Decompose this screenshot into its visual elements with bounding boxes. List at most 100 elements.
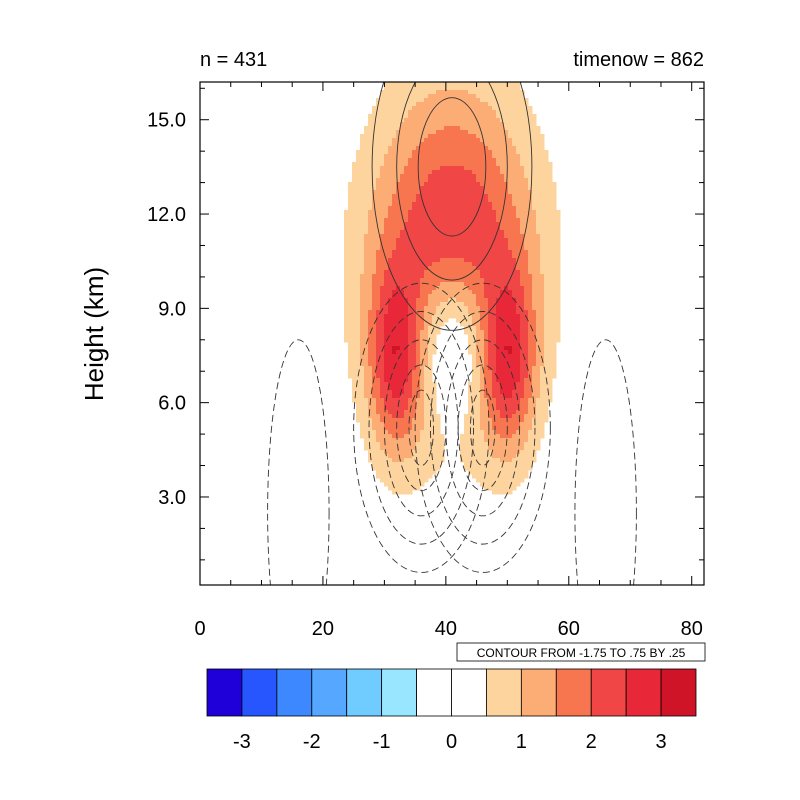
- field-cell: [424, 298, 429, 303]
- field-cell: [420, 282, 425, 287]
- field-cell: [380, 222, 385, 227]
- field-cell: [356, 294, 361, 299]
- field-cell: [388, 450, 393, 455]
- field-cell: [408, 426, 413, 431]
- field-cell: [380, 182, 385, 187]
- field-cell: [524, 138, 529, 143]
- field-cell: [428, 166, 433, 171]
- field-cell: [516, 338, 521, 343]
- field-cell: [460, 150, 465, 155]
- field-cell: [536, 354, 541, 359]
- field-cell: [412, 450, 417, 455]
- field-cell: [424, 366, 429, 371]
- field-cell: [392, 238, 397, 243]
- field-cell: [344, 234, 349, 239]
- field-cell: [372, 266, 377, 271]
- field-cell: [508, 198, 513, 203]
- field-cell: [384, 322, 389, 327]
- field-cell: [496, 466, 501, 471]
- field-cell: [460, 458, 465, 463]
- field-cell: [404, 190, 409, 195]
- field-cell: [388, 294, 393, 299]
- field-cell: [420, 310, 425, 315]
- field-cell: [408, 478, 413, 483]
- field-cell: [448, 290, 453, 295]
- field-cell: [524, 474, 529, 479]
- colorbar-swatch: [625, 668, 662, 717]
- field-cell: [412, 142, 417, 147]
- field-cell: [520, 258, 525, 263]
- field-cell: [484, 238, 489, 243]
- field-cell: [496, 254, 501, 259]
- field-cell: [520, 146, 525, 151]
- field-cell: [388, 466, 393, 471]
- field-cell: [396, 342, 401, 347]
- field-cell: [500, 262, 505, 267]
- field-cell: [368, 438, 373, 443]
- field-cell: [372, 138, 377, 143]
- field-cell: [520, 250, 525, 255]
- field-cell: [532, 298, 537, 303]
- field-cell: [492, 434, 497, 439]
- field-cell: [480, 422, 485, 427]
- field-cell: [432, 182, 437, 187]
- field-cell: [476, 250, 481, 255]
- field-cell: [408, 206, 413, 211]
- field-cell: [420, 118, 425, 123]
- field-cell: [356, 242, 361, 247]
- field-cell: [508, 374, 513, 379]
- field-cell: [396, 178, 401, 183]
- field-cell: [512, 158, 517, 163]
- field-cell: [500, 478, 505, 483]
- field-cell: [532, 302, 537, 307]
- field-cell: [480, 310, 485, 315]
- field-cell: [528, 210, 533, 215]
- field-cell: [396, 130, 401, 135]
- field-cell: [520, 178, 525, 183]
- field-cell: [484, 438, 489, 443]
- field-cell: [400, 238, 405, 243]
- field-cell: [396, 366, 401, 371]
- field-cell: [452, 218, 457, 223]
- field-cell: [376, 354, 381, 359]
- field-cell: [440, 210, 445, 215]
- field-cell: [516, 130, 521, 135]
- field-cell: [424, 86, 429, 91]
- dashed-contour: [368, 311, 474, 545]
- field-cell: [520, 106, 525, 111]
- field-cell: [432, 406, 437, 411]
- field-cell: [424, 458, 429, 463]
- field-cell: [376, 274, 381, 279]
- field-cell: [440, 146, 445, 151]
- field-cell: [484, 166, 489, 171]
- field-cell: [460, 190, 465, 195]
- field-cell: [456, 222, 461, 227]
- field-cell: [452, 230, 457, 235]
- field-cell: [352, 206, 357, 211]
- field-cell: [504, 394, 509, 399]
- field-cell: [412, 302, 417, 307]
- field-cell: [500, 126, 505, 131]
- field-cell: [352, 186, 357, 191]
- field-cell: [424, 374, 429, 379]
- field-cell: [400, 86, 405, 91]
- field-cell: [532, 250, 537, 255]
- field-cell: [384, 350, 389, 355]
- field-cell: [472, 202, 477, 207]
- field-cell: [416, 410, 421, 415]
- field-cell: [508, 214, 513, 219]
- field-cell: [432, 242, 437, 247]
- field-cell: [456, 114, 461, 119]
- field-cell: [428, 170, 433, 175]
- field-cell: [496, 434, 501, 439]
- field-cell: [496, 398, 501, 403]
- field-cell: [360, 334, 365, 339]
- field-cell: [468, 102, 473, 107]
- field-cell: [528, 386, 533, 391]
- field-cell: [420, 262, 425, 267]
- field-cell: [452, 114, 457, 119]
- field-cell: [524, 154, 529, 159]
- field-cell: [412, 218, 417, 223]
- field-cell: [400, 82, 405, 87]
- field-cell: [376, 158, 381, 163]
